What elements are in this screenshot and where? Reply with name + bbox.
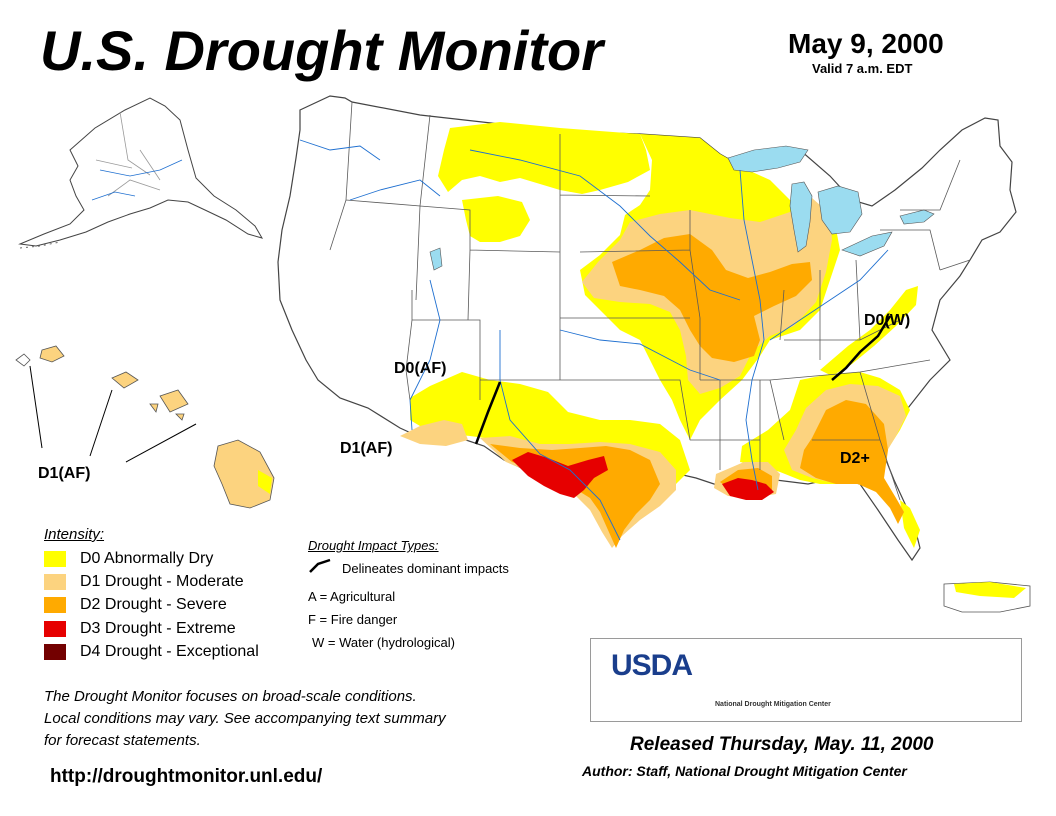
label-d0af-southwest: D0(AF) <box>394 360 447 377</box>
alaska-rivers <box>91 159 183 201</box>
page-title: U.S. Drought Monitor <box>40 19 604 82</box>
d0-northern-plains <box>438 122 650 194</box>
alaska-inner-borders <box>95 111 161 197</box>
usda-logo-text: USDA <box>611 649 693 682</box>
d3-louisiana <box>722 478 774 500</box>
d0-dakota-sliver <box>558 146 590 192</box>
hawaii-maui <box>159 389 189 413</box>
legend-swatch-d2 <box>44 597 66 613</box>
valid-time: Valid 7 a.m. EDT <box>812 61 913 76</box>
legend-label-d4: D4 Drought - Exceptional <box>80 643 259 660</box>
legend-swatch-d0 <box>44 551 66 567</box>
legend-swatch-d3 <box>44 621 66 637</box>
label-d2plus-southeast: D2+ <box>840 450 870 467</box>
legend-swatch-d1 <box>44 574 66 590</box>
d1-arizona <box>400 420 468 446</box>
hawaii-oahu <box>39 345 65 363</box>
impact-agricultural: A = Agricultural <box>308 589 396 604</box>
legend-label-d1: D1 Drought - Moderate <box>80 573 244 590</box>
map-date: May 9, 2000 <box>788 28 944 59</box>
legend-item-d1: D1 Drought - Moderate <box>44 572 244 592</box>
label-d1af-southwest: D1(AF) <box>340 440 393 457</box>
hawaii <box>15 345 275 509</box>
noaa-seal-text: NOAA <box>964 678 988 687</box>
partner-logos: USDA National Drought Mitigation Center … <box>590 638 1022 722</box>
ohio-river <box>769 249 889 341</box>
label-d1af-hawaii: D1(AF) <box>38 465 91 482</box>
impact-types-title: Drought Impact Types: <box>308 538 439 553</box>
d2-midwest <box>612 234 812 362</box>
legend-item-d4: D4 Drought - Exceptional <box>44 642 259 662</box>
note-line-2: Local conditions may vary. See accompany… <box>44 710 446 727</box>
release-date: Released Thursday, May. 11, 2000 <box>630 734 934 755</box>
d2-southeast <box>800 400 904 524</box>
lake-ontario <box>899 209 935 225</box>
hawaii-big-island <box>213 439 275 509</box>
legend-title: Intensity: <box>44 526 105 543</box>
rio-grande <box>499 330 621 541</box>
mississippi-river <box>739 169 765 491</box>
impact-line-sw <box>474 381 502 445</box>
puerto-rico <box>943 581 1031 613</box>
legend-label-d0: D0 Abnormally Dry <box>80 550 214 567</box>
legend-label-d3: D3 Drought - Extreme <box>80 620 236 637</box>
aleutians <box>19 241 61 249</box>
hawaii-kahoolawe <box>175 413 185 421</box>
arkansas-river <box>559 329 721 381</box>
rivers <box>299 139 889 541</box>
hawaii-big-island-d0 <box>258 470 272 494</box>
lake-huron <box>817 185 863 235</box>
lake-erie <box>841 231 893 257</box>
d3-areas <box>512 452 774 500</box>
lakes <box>429 145 935 271</box>
impact-lines <box>474 315 892 445</box>
great-salt-lake <box>429 247 443 271</box>
alaska-outline <box>18 97 264 247</box>
hawaii-kauai <box>15 353 31 367</box>
author: Author: Staff, National Drought Mitigati… <box>582 763 907 779</box>
missouri-river <box>469 149 741 301</box>
hawaii-pointer-lines <box>29 365 197 463</box>
lake-michigan <box>789 181 813 253</box>
d3-texas <box>512 452 608 498</box>
website-url[interactable]: http://droughtmonitor.unl.edu/ <box>50 766 323 787</box>
d0-appalachia <box>820 286 918 376</box>
d2-texas <box>490 444 660 548</box>
puerto-rico-d0 <box>954 582 1026 598</box>
impact-delineates: Delineates dominant impacts <box>342 561 509 576</box>
legend-swatch-d4 <box>44 644 66 660</box>
colorado-river <box>409 279 441 431</box>
impact-line-sample <box>309 558 331 573</box>
d0-florida-tip <box>900 500 920 548</box>
legend-label-d2: D2 Drought - Severe <box>80 596 227 613</box>
note-line-3: for forecast statements. <box>44 732 201 749</box>
d0-montana-wyoming <box>462 196 530 242</box>
impact-line-east <box>831 315 892 381</box>
legend-item-d3: D3 Drought - Extreme <box>44 619 236 639</box>
note-line-1: The Drought Monitor focuses on broad-sca… <box>44 688 417 705</box>
label-d0w-east: D0(W) <box>864 312 911 329</box>
doc-seal-text: DEPARTMENT OF COMMERCE <box>869 702 928 707</box>
snake-river <box>349 179 441 201</box>
hawaii-molokai <box>111 371 139 389</box>
legend-item-d2: D2 Drought - Severe <box>44 595 227 615</box>
impact-water: W = Water (hydrological) <box>312 635 455 650</box>
impact-fire: F = Fire danger <box>308 612 398 627</box>
columbia-river <box>299 139 381 161</box>
ndmc-logo-text: National Drought Mitigation Center <box>715 701 831 708</box>
legend-item-d0: D0 Abnormally Dry <box>44 549 213 569</box>
state-borders <box>329 101 971 501</box>
disclaimer-note: The Drought Monitor focuses on broad-sca… <box>44 686 584 752</box>
hawaii-lanai <box>149 403 159 413</box>
